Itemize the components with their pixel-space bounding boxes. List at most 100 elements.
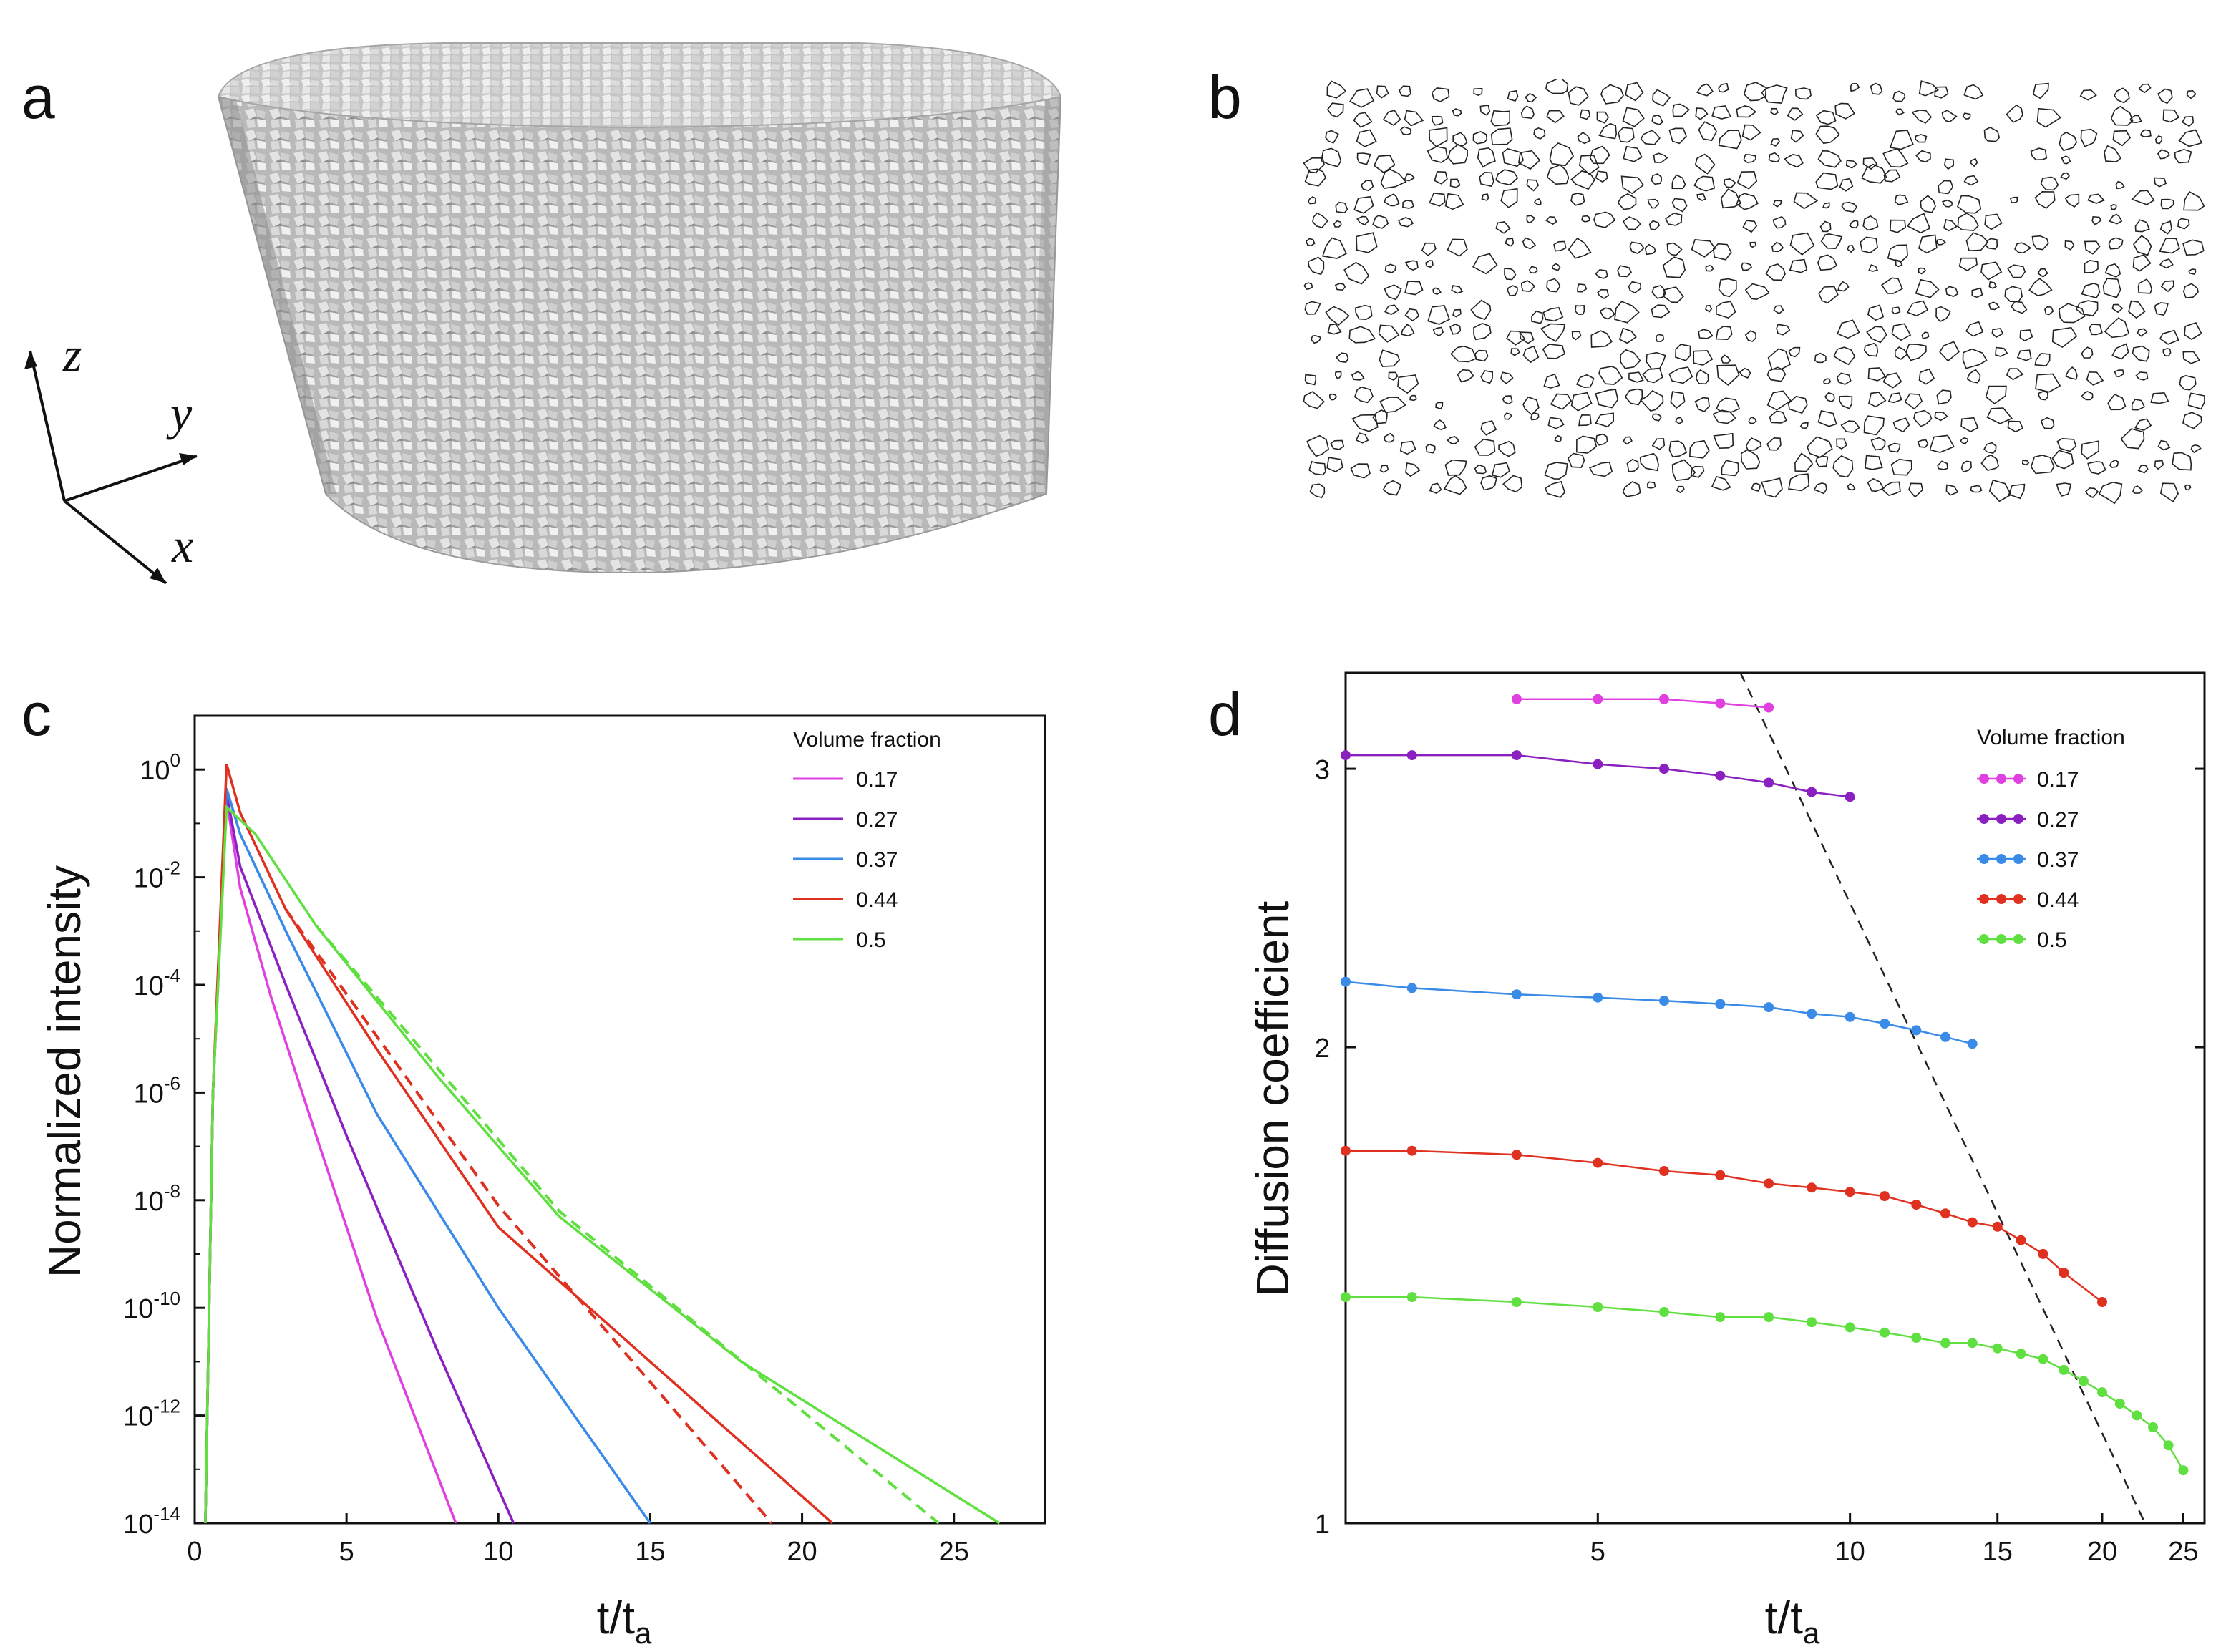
grain-outline	[1945, 286, 1959, 297]
grain-outline	[2179, 375, 2197, 391]
d-point-0.44	[1764, 1178, 1774, 1189]
grain-outline	[1589, 145, 1610, 165]
grain-outline	[1349, 88, 1375, 108]
d-point-0.5	[1940, 1338, 1950, 1349]
grain-outline	[2134, 219, 2150, 233]
grain-outline	[1479, 105, 1491, 116]
grain-outline	[1625, 82, 1644, 102]
d-legend-label-0.5: 0.5	[2037, 928, 2067, 952]
grain-outline	[1481, 193, 1489, 201]
grain-outline	[2159, 329, 2179, 345]
grain-outline	[1863, 342, 1879, 357]
grain-outline	[1815, 455, 1829, 467]
c-series-line-0.27	[204, 793, 515, 1524]
grain-outline	[1840, 420, 1860, 433]
grain-outline	[1549, 142, 1575, 167]
grain-outline	[1713, 432, 1734, 450]
grain-outline	[1958, 257, 1978, 271]
grain-outline	[1452, 308, 1462, 318]
grain-outline	[1918, 267, 1927, 275]
grain-outline	[1551, 263, 1561, 271]
panel-label-b: b	[1208, 64, 1242, 131]
grain-outline	[1891, 306, 1901, 315]
grain-outline	[2182, 283, 2199, 299]
grain-outline	[2016, 349, 2032, 361]
grain-outline	[1525, 92, 1537, 103]
grain-outline	[1404, 308, 1420, 322]
grain-outline	[1626, 458, 1639, 472]
d-point-0.5	[1992, 1343, 2003, 1354]
grain-outline	[1622, 216, 1641, 230]
grain-outline	[1472, 131, 1488, 145]
grain-outline	[1477, 147, 1496, 168]
d-point-0.5	[2163, 1440, 2174, 1451]
grain-outline	[1711, 105, 1732, 120]
grain-outline	[2051, 450, 2074, 470]
grain-outline	[1765, 263, 1786, 281]
d-legend-dot	[2013, 894, 2023, 904]
grain-outline	[2184, 484, 2192, 491]
d-xtick-label: 10	[1834, 1537, 1865, 1567]
grain-outline	[1970, 485, 1983, 493]
grain-outline	[1663, 286, 1684, 303]
grain-outline	[1304, 374, 1317, 386]
grain-outline	[1883, 169, 1901, 183]
grain-outline	[1599, 307, 1616, 320]
panel-label-c: c	[21, 681, 52, 748]
grain-outline	[1401, 324, 1415, 337]
grain-outline	[1526, 215, 1535, 224]
grain-outline	[1980, 261, 2003, 281]
grain-outline	[2139, 129, 2152, 137]
grain-outline	[1865, 455, 1883, 470]
grain-outline	[1404, 260, 1419, 271]
grain-outline	[1960, 417, 1979, 432]
grain-outline	[1449, 324, 1462, 335]
axis-z-label: z	[62, 327, 82, 382]
grain-outline	[1920, 195, 1936, 213]
d-legend-dot	[1996, 814, 2006, 824]
grain-outline	[2064, 240, 2075, 251]
grain-outline	[1741, 124, 1761, 141]
grain-outline	[2114, 369, 2124, 378]
grain-outline	[1510, 348, 1521, 356]
grain-outline	[1433, 419, 1447, 431]
grain-outline	[1304, 301, 1321, 315]
grain-outline	[1474, 349, 1489, 362]
grain-outline	[1356, 215, 1369, 226]
grain-outline	[1550, 393, 1573, 410]
grain-outline	[2108, 213, 2123, 225]
grain-outline	[2182, 116, 2195, 127]
grain-outline	[1962, 348, 1988, 369]
d-point-0.44	[2059, 1268, 2069, 1278]
c-xtick-label: 0	[187, 1537, 202, 1567]
grain-outline	[1814, 352, 1827, 364]
grain-outline	[2056, 482, 2072, 497]
axis-y-label: y	[166, 386, 193, 440]
grain-outline	[1832, 455, 1854, 478]
grain-outline	[2084, 259, 2099, 273]
grain-outline	[1957, 213, 1979, 231]
grain-outline	[1500, 188, 1518, 208]
d-xtick-label: 5	[1590, 1537, 1605, 1567]
panel-label-d: d	[1208, 681, 1242, 748]
grain-outline	[2157, 149, 2171, 160]
grain-outline	[1622, 107, 1645, 127]
grain-outline	[2172, 452, 2192, 471]
grain-outline	[2040, 176, 2059, 191]
grain-outline	[1651, 413, 1662, 422]
c-series-line-0.5	[204, 804, 1001, 1525]
grain-outline	[2081, 346, 2094, 359]
d-point-0.37	[1940, 1031, 1950, 1042]
grain-outline	[1571, 331, 1582, 341]
d-point-0.5	[1593, 1302, 1603, 1312]
grain-outline	[1576, 374, 1595, 389]
grain-outline	[2154, 302, 2169, 316]
axes-triad	[29, 350, 198, 585]
grain-outline	[2084, 240, 2101, 255]
grain-outline	[1995, 346, 2008, 357]
grain-outline	[2037, 268, 2048, 278]
grain-outline	[2159, 482, 2179, 502]
grain-outline	[1935, 306, 1951, 323]
grain-outline	[1304, 168, 1326, 187]
grain-outline	[1429, 127, 1448, 147]
